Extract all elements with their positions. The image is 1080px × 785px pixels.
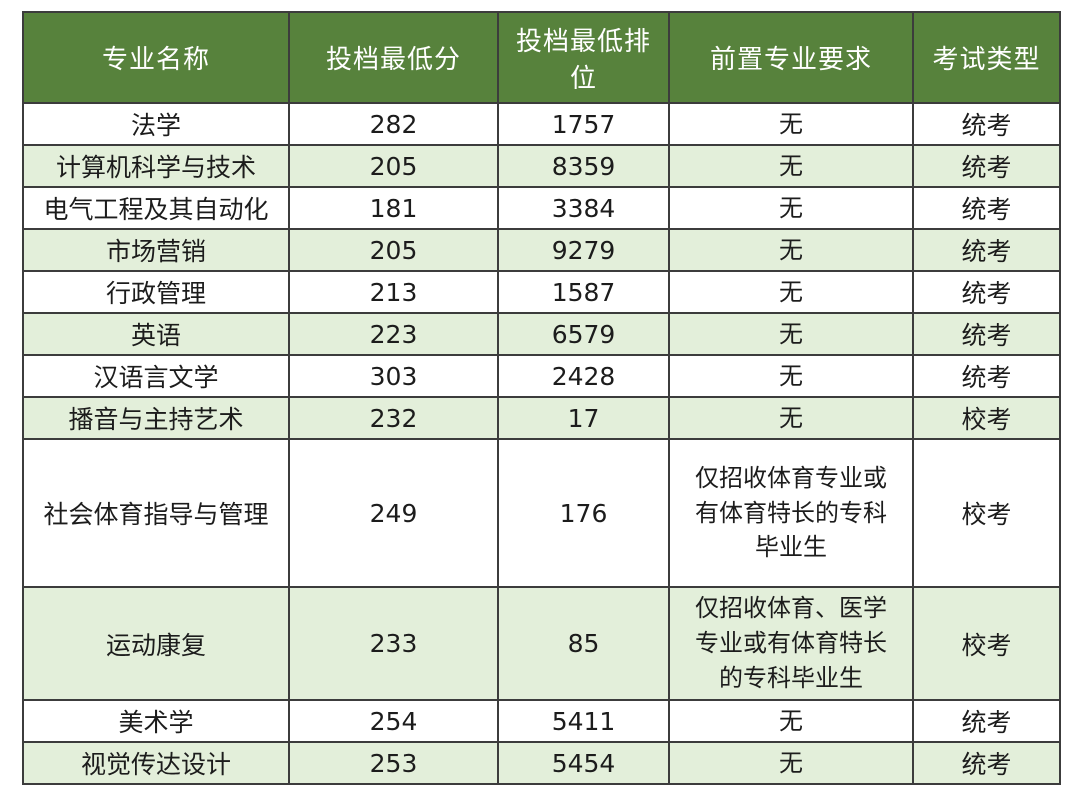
major-cell: 美术学 [22, 699, 290, 743]
min-rank-cell: 9279 [497, 228, 670, 272]
min-score-cell: 232 [288, 396, 499, 440]
major-cell: 法学 [22, 102, 290, 146]
exam-type-cell: 统考 [912, 312, 1061, 356]
exam-type-cell: 统考 [912, 228, 1061, 272]
min-rank-cell: 1757 [497, 102, 670, 146]
requirement-cell: 无 [668, 312, 914, 356]
major-cell: 市场营销 [22, 228, 290, 272]
column-header-exam-type: 考试类型 [912, 11, 1061, 104]
table-row: 法学 282 1757 无统考 [22, 102, 1061, 146]
admission-score-table: 专业名称 投档最低分 投档最低排位 前置专业要求 考试类型 法学 282 1757 无… [22, 11, 1061, 785]
min-rank-cell: 176 [497, 438, 670, 588]
table-row: 美术学 254 5411 无统考 [22, 699, 1061, 743]
requirement-cell: 仅招收体育专业或 有体育特长的专科 毕业生 [668, 438, 914, 588]
min-rank-cell: 2428 [497, 354, 670, 398]
major-cell: 电气工程及其自动化 [22, 186, 290, 230]
exam-type-cell: 统考 [912, 741, 1061, 785]
exam-type-cell: 统考 [912, 186, 1061, 230]
exam-type-cell: 统考 [912, 102, 1061, 146]
exam-type-cell: 校考 [912, 396, 1061, 440]
min-rank-cell: 1587 [497, 270, 670, 314]
requirement-cell: 无 [668, 741, 914, 785]
major-cell: 社会体育指导与管理 [22, 438, 290, 588]
min-score-cell: 223 [288, 312, 499, 356]
min-score-cell: 249 [288, 438, 499, 588]
min-score-cell: 282 [288, 102, 499, 146]
min-rank-cell: 3384 [497, 186, 670, 230]
min-score-cell: 213 [288, 270, 499, 314]
major-cell: 运动康复 [22, 586, 290, 701]
column-header-requirement: 前置专业要求 [668, 11, 914, 104]
column-header-min-rank: 投档最低排位 [497, 11, 670, 104]
min-rank-cell: 85 [497, 586, 670, 701]
table-row: 运动康复 233 85 仅招收体育、医学 专业或有体育特长 的专科毕业生 校考 [22, 586, 1061, 701]
table-row: 社会体育指导与管理 249 176 仅招收体育专业或 有体育特长的专科 毕业生 校考 [22, 438, 1061, 588]
min-score-cell: 233 [288, 586, 499, 701]
requirement-cell: 无 [668, 186, 914, 230]
column-header-major: 专业名称 [22, 11, 290, 104]
major-cell: 视觉传达设计 [22, 741, 290, 785]
min-score-cell: 253 [288, 741, 499, 785]
table-row: 计算机科学与技术 205 8359 无统考 [22, 144, 1061, 188]
min-score-cell: 205 [288, 228, 499, 272]
requirement-cell: 无 [668, 354, 914, 398]
min-rank-cell: 5454 [497, 741, 670, 785]
major-cell: 播音与主持艺术 [22, 396, 290, 440]
major-cell: 行政管理 [22, 270, 290, 314]
table-row: 行政管理 213 1587 无统考 [22, 270, 1061, 314]
min-score-cell: 303 [288, 354, 499, 398]
exam-type-cell: 统考 [912, 354, 1061, 398]
requirement-cell: 无 [668, 102, 914, 146]
major-cell: 计算机科学与技术 [22, 144, 290, 188]
table-row: 英语 223 6579 无统考 [22, 312, 1061, 356]
min-score-cell: 205 [288, 144, 499, 188]
table-row: 汉语言文学 303 2428 无统考 [22, 354, 1061, 398]
requirement-cell: 无 [668, 699, 914, 743]
requirement-cell: 无 [668, 228, 914, 272]
requirement-cell: 无 [668, 396, 914, 440]
min-score-cell: 254 [288, 699, 499, 743]
header-row: 专业名称 投档最低分 投档最低排位 前置专业要求 考试类型 [22, 11, 1061, 104]
requirement-cell: 仅招收体育、医学 专业或有体育特长 的专科毕业生 [668, 586, 914, 701]
table-row: 电气工程及其自动化 181 3384 无统考 [22, 186, 1061, 230]
exam-type-cell: 校考 [912, 438, 1061, 588]
table-row: 视觉传达设计 253 5454 无统考 [22, 741, 1061, 785]
min-rank-cell: 17 [497, 396, 670, 440]
admission-score-table-container: 专业名称 投档最低分 投档最低排位 前置专业要求 考试类型 法学 282 1757 无… [22, 11, 1061, 785]
major-cell: 英语 [22, 312, 290, 356]
major-cell: 汉语言文学 [22, 354, 290, 398]
exam-type-cell: 统考 [912, 699, 1061, 743]
min-rank-cell: 5411 [497, 699, 670, 743]
table-row: 播音与主持艺术 232 17 无校考 [22, 396, 1061, 440]
requirement-cell: 无 [668, 270, 914, 314]
exam-type-cell: 统考 [912, 144, 1061, 188]
min-rank-cell: 6579 [497, 312, 670, 356]
column-header-min-score: 投档最低分 [288, 11, 499, 104]
min-rank-cell: 8359 [497, 144, 670, 188]
exam-type-cell: 统考 [912, 270, 1061, 314]
exam-type-cell: 校考 [912, 586, 1061, 701]
min-score-cell: 181 [288, 186, 499, 230]
table-row: 市场营销 205 9279 无统考 [22, 228, 1061, 272]
table-body: 法学 282 1757 无统考 计算机科学与技术 205 8359 无统考 电气工程及其自动化 1… [22, 102, 1061, 785]
requirement-cell: 无 [668, 144, 914, 188]
